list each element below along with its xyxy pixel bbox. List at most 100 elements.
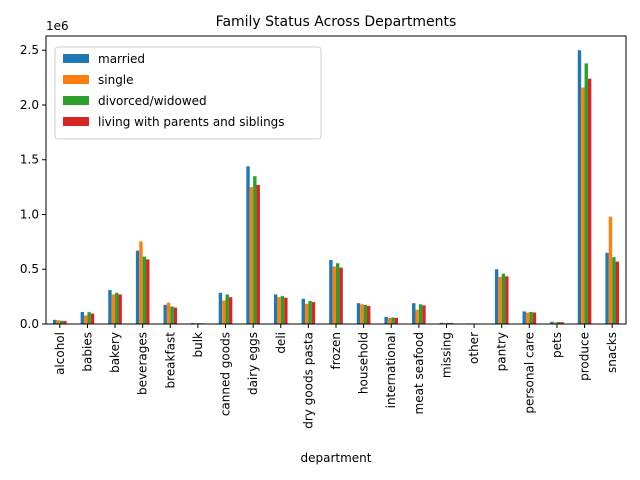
bar: [87, 312, 91, 324]
bar: [115, 292, 119, 324]
chart-title: Family Status Across Departments: [216, 14, 457, 30]
bar: [584, 63, 588, 324]
bar: [412, 303, 416, 324]
bar: [273, 294, 278, 324]
bar: [367, 305, 371, 324]
y-tick-label: 2.5: [20, 43, 39, 57]
x-tick-label: breakfast: [163, 332, 177, 389]
bar: [311, 302, 316, 324]
legend-swatch: [63, 96, 89, 105]
bar: [118, 294, 122, 324]
bar: [494, 269, 499, 324]
bar: [108, 290, 112, 324]
bar: [166, 302, 171, 324]
y-tick-label: 1.5: [20, 153, 39, 167]
bar: [111, 294, 116, 324]
bar: [498, 276, 502, 324]
x-tick-label: personal care: [522, 332, 536, 414]
y-tick-label: 1.0: [20, 207, 39, 221]
x-tick-label: bulk: [191, 332, 205, 358]
bar: [139, 241, 143, 324]
legend-frame: [54, 46, 322, 140]
bar: [142, 256, 147, 324]
x-tick-label: pets: [550, 332, 564, 358]
legend-label: living with parents and siblings: [98, 115, 285, 129]
legend-label: married: [98, 52, 145, 66]
bar: [225, 294, 229, 324]
x-tick-label: dairy eggs: [246, 332, 260, 395]
legend-label: divorced/widowed: [98, 94, 207, 108]
bar: [391, 317, 395, 324]
bar: [308, 301, 312, 324]
bar: [277, 297, 281, 324]
x-tick-label: other: [467, 332, 481, 364]
bar: [581, 87, 585, 324]
bar: [387, 317, 392, 324]
x-tick-label: dry goods pasta: [301, 332, 315, 429]
bar: [304, 303, 309, 324]
x-tick-label: canned goods: [219, 332, 233, 416]
bar: [439, 322, 444, 324]
bar: [356, 303, 361, 324]
bar: [615, 261, 619, 324]
bar: [418, 304, 423, 324]
bar: [394, 317, 399, 324]
bar: [256, 184, 260, 324]
x-tick-label: bakery: [108, 332, 122, 373]
x-axis-title: department: [301, 451, 372, 465]
bar: [360, 304, 364, 324]
bar: [228, 297, 233, 324]
x-tick-label: household: [357, 332, 371, 394]
legend-label: single: [98, 73, 134, 87]
bar: [218, 292, 223, 324]
bar: [556, 322, 561, 324]
bar: [284, 297, 288, 324]
bar: [59, 320, 64, 324]
y-axis: 0.0 0.5 1.0 1.5 2.0 2.5: [20, 43, 46, 331]
legend-swatch: [63, 117, 89, 126]
bar: [577, 50, 582, 325]
bar: [550, 321, 554, 324]
bar: [587, 78, 592, 325]
x-axis: alcohol babies bakery beverages breakfast bul…: [53, 324, 619, 429]
y-offset-text: 1e6: [46, 19, 69, 33]
legend: married single divorced/widowed living with…: [54, 46, 322, 140]
x-tick-label: beverages: [136, 332, 150, 395]
x-tick-label: babies: [80, 332, 94, 372]
x-tick-label: pantry: [495, 332, 509, 371]
bar: [339, 267, 343, 324]
bar: [329, 259, 333, 324]
legend-swatch: [63, 54, 89, 63]
bar: [90, 313, 95, 324]
bar: [525, 312, 530, 324]
x-tick-label: alcohol: [53, 332, 67, 375]
bar: [529, 311, 533, 324]
bar: [63, 320, 67, 324]
bar: [135, 250, 140, 324]
x-tick-label: meat seafood: [412, 332, 426, 414]
bar: [560, 322, 564, 324]
bar: [522, 311, 526, 324]
bar: [501, 273, 506, 324]
bar: [56, 320, 60, 324]
bar: [53, 319, 57, 324]
x-tick-label: international: [384, 332, 398, 408]
bar: [553, 322, 557, 324]
bar: [332, 266, 336, 324]
bar: [84, 315, 88, 324]
bar: [415, 309, 419, 324]
y-tick-label: 0.5: [20, 262, 39, 276]
x-tick-label: deli: [274, 332, 288, 354]
bar: [163, 304, 167, 324]
x-tick-label: snacks: [605, 332, 619, 373]
bar: [146, 259, 150, 324]
bar: [246, 166, 250, 324]
y-tick-label: 2.0: [20, 98, 39, 112]
bar: [170, 306, 174, 324]
bar: [80, 311, 85, 324]
y-tick-label: 0.0: [20, 317, 39, 331]
bar: [222, 300, 226, 324]
x-tick-label: frozen: [329, 332, 343, 370]
bar: [505, 276, 509, 324]
